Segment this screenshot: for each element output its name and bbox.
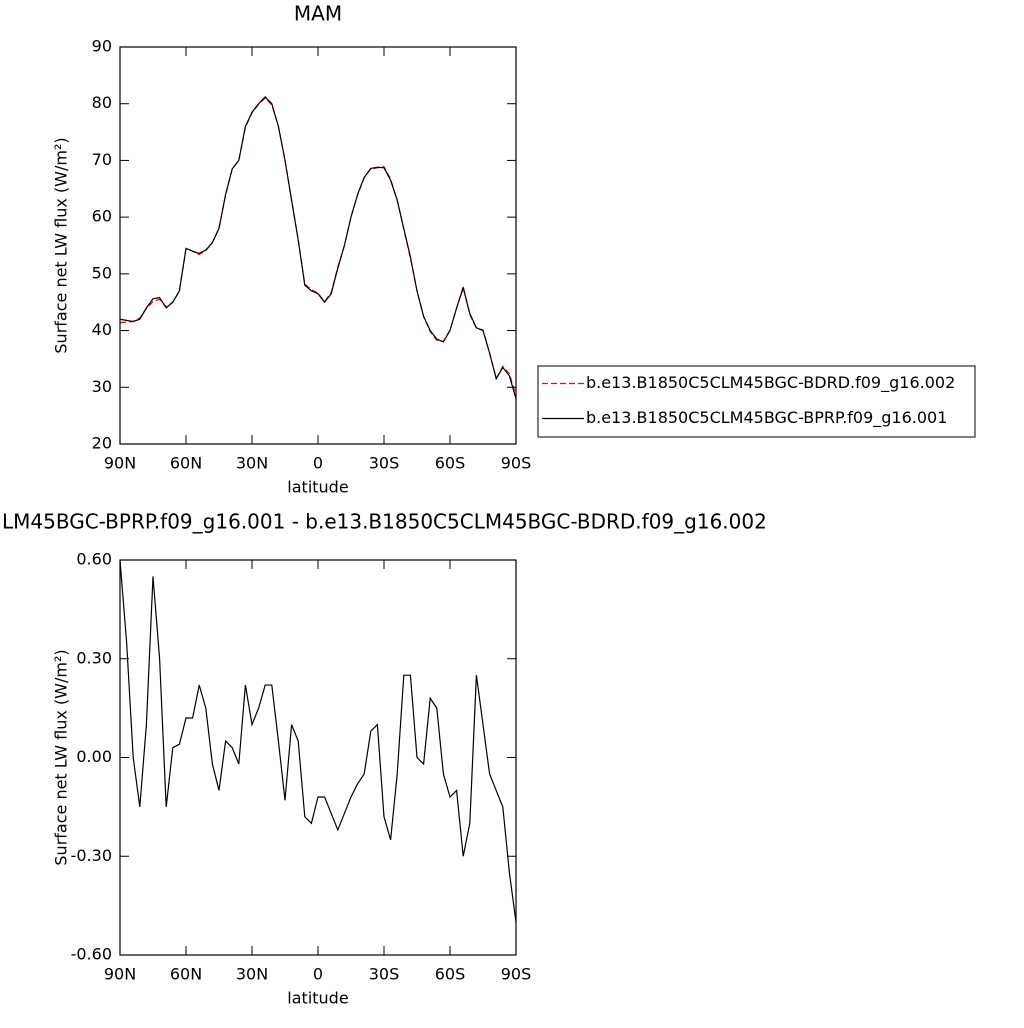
x-axis-label: latitude: [287, 989, 348, 1008]
y-tick-label: 20: [92, 434, 112, 453]
legend-box: [537, 365, 976, 438]
x-tick-label: 90N: [104, 965, 136, 984]
y-tick-label: -0.30: [71, 846, 112, 865]
x-tick-label: 60N: [170, 965, 202, 984]
y-tick-label: 50: [92, 263, 112, 282]
y-tick-label: 30: [92, 377, 112, 396]
y-tick-label: 0.00: [76, 747, 112, 766]
y-tick-label: 0.30: [76, 648, 112, 667]
y-tick-label: 90: [92, 37, 112, 56]
y-tick-label: -0.60: [71, 945, 112, 964]
y-tick-label: 40: [92, 320, 112, 339]
x-axis-label: latitude: [287, 478, 348, 497]
x-tick-label: 0: [313, 965, 323, 984]
x-tick-label: 30S: [369, 454, 400, 473]
y-tick-label: 60: [92, 207, 112, 226]
x-tick-label: 60N: [170, 454, 202, 473]
x-tick-label: 60S: [435, 454, 466, 473]
y-tick-label: 70: [92, 150, 112, 169]
y-axis-label: Surface net LW flux (W/m²): [52, 649, 71, 865]
series-line: [119, 96, 517, 399]
plot-frame: [119, 46, 517, 445]
y-tick-label: 0.60: [76, 550, 112, 569]
x-tick-label: 90S: [501, 965, 532, 984]
x-tick-label: 30N: [236, 965, 268, 984]
x-tick-label: 90N: [104, 454, 136, 473]
x-tick-label: 0: [313, 454, 323, 473]
y-axis-label: Surface net LW flux (W/m²): [52, 137, 71, 353]
series-line: [119, 97, 517, 396]
chart-title: MAM: [294, 2, 342, 26]
x-tick-label: 30N: [236, 454, 268, 473]
y-tick-label: 80: [92, 93, 112, 112]
x-tick-label: 60S: [435, 965, 466, 984]
plot-frame: [119, 559, 517, 956]
series-line: [119, 559, 517, 923]
chart-title: LM45BGC-BPRP.f09_g16.001 - b.e13.B1850C5…: [2, 510, 767, 534]
x-tick-label: 90S: [501, 454, 532, 473]
legend-label: b.e13.B1850C5CLM45BGC-BPRP.f09_g16.001: [586, 408, 947, 428]
x-tick-label: 30S: [369, 965, 400, 984]
legend-label: b.e13.B1850C5CLM45BGC-BDRD.f09_g16.002: [586, 373, 955, 393]
